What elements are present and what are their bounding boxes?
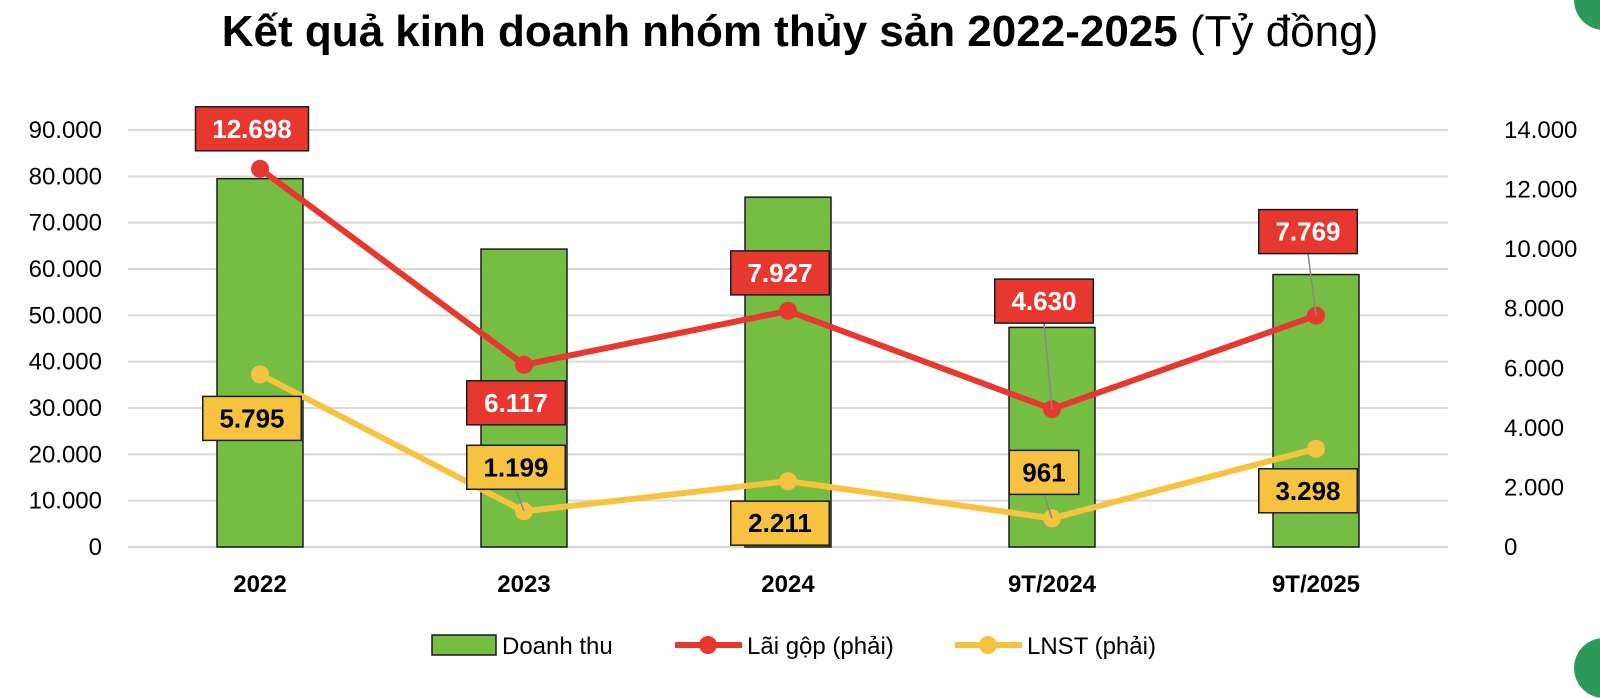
data-label-box-lnst [1258, 468, 1358, 514]
right-axis-tick-label: 14.000 [1504, 117, 1577, 144]
left-axis-tick-label: 0 [89, 534, 102, 561]
data-label-box-lai-gop [1258, 208, 1358, 255]
chart: 0 10.000 20.000 30.000 40.000 50.000 60.000 70.… [29, 106, 1577, 660]
data-point-lnst [251, 365, 269, 384]
right-axis-tick-label: 6.000 [1504, 355, 1564, 382]
data-label-box-lai-gop [466, 380, 566, 426]
legend-swatch-doanh-thu [431, 634, 497, 656]
data-label-box-lnst [466, 444, 566, 491]
right-axis-tick-label: 4.000 [1504, 415, 1564, 442]
data-label-lai-gop: 12.698 [212, 114, 292, 144]
right-axis-tick-label: 12.000 [1504, 177, 1577, 204]
left-axis-tick-label: 20.000 [29, 441, 102, 468]
left-axis-tick-label: 50.000 [29, 302, 102, 329]
data-label-lai-gop: 7.769 [1275, 217, 1340, 247]
label-leader-line [1043, 494, 1053, 519]
data-label-lnst: 5.795 [219, 403, 284, 433]
data-label-lai-gop: 6.117 [484, 388, 548, 418]
data-label-lnst: 1.199 [483, 452, 548, 482]
legend: Doanh thu Lãi gộp (phải) LNST (phải) [431, 633, 1156, 660]
data-label-box-lai-gop [994, 278, 1094, 324]
x-axis-category-label: 9T/2025 [1272, 571, 1360, 598]
data-label-box-lnst [730, 500, 830, 546]
data-point-lai-gop [251, 159, 269, 178]
left-axis-tick-label: 40.000 [29, 349, 102, 376]
data-label-box-lnst [1008, 449, 1080, 496]
right-axis-tick-label: 0 [1504, 534, 1517, 561]
data-label-lai-gop: 4.630 [1011, 286, 1076, 316]
right-axis-tick-label: 2.000 [1504, 474, 1564, 501]
data-label-box-lnst [202, 395, 302, 442]
left-axis-tick-label: 90.000 [29, 117, 102, 144]
x-axis-category-label: 2022 [233, 571, 286, 598]
legend-label-lnst: LNST (phải) [1027, 633, 1156, 660]
data-point-lnst [1307, 439, 1325, 458]
data-point-lai-gop [515, 355, 533, 374]
left-axis-tick-label: 70.000 [29, 210, 102, 237]
legend-marker-lai-gop [699, 636, 717, 654]
data-point-lnst [779, 472, 797, 491]
legend-label-doanh-thu: Doanh thu [502, 633, 613, 660]
left-axis-tick-label: 80.000 [29, 163, 102, 190]
label-leader-line [1307, 253, 1317, 316]
legend-label-lai-gop: Lãi gộp (phải) [747, 633, 894, 660]
legend-marker-lnst [979, 636, 997, 654]
label-leader-line [1043, 323, 1053, 410]
bar-doanh-thu [216, 177, 304, 548]
data-label-lnst: 961 [1022, 457, 1065, 487]
data-label-lnst: 2.211 [748, 508, 812, 538]
chart-title-unit: (Tỷ đồng) [1189, 7, 1379, 56]
left-axis-tick-label: 60.000 [29, 256, 102, 283]
data-label-box-lai-gop [194, 106, 310, 152]
data-label-box-lai-gop [730, 250, 830, 296]
right-axis-tick-label: 8.000 [1504, 296, 1564, 323]
right-axis-tick-label: 10.000 [1504, 236, 1577, 263]
x-axis-category-label: 2024 [761, 571, 815, 598]
left-axis-tick-label: 30.000 [29, 395, 102, 422]
chart-title-main: Kết quả kinh doanh nhóm thủy sản 2022-20… [221, 7, 1178, 56]
label-leader-line [515, 489, 525, 512]
x-axis-category-label: 2023 [497, 571, 550, 598]
x-axis-category-label: 9T/2024 [1008, 571, 1097, 598]
bar-doanh-thu [744, 196, 832, 548]
data-label-lai-gop: 7.927 [747, 258, 812, 288]
left-axis-tick-label: 10.000 [29, 488, 102, 515]
data-point-lai-gop [779, 301, 797, 320]
data-label-lnst: 3.298 [1275, 476, 1340, 506]
chart-title: Kết quả kinh doanh nhóm thủy sản 2022-20… [0, 4, 1600, 60]
